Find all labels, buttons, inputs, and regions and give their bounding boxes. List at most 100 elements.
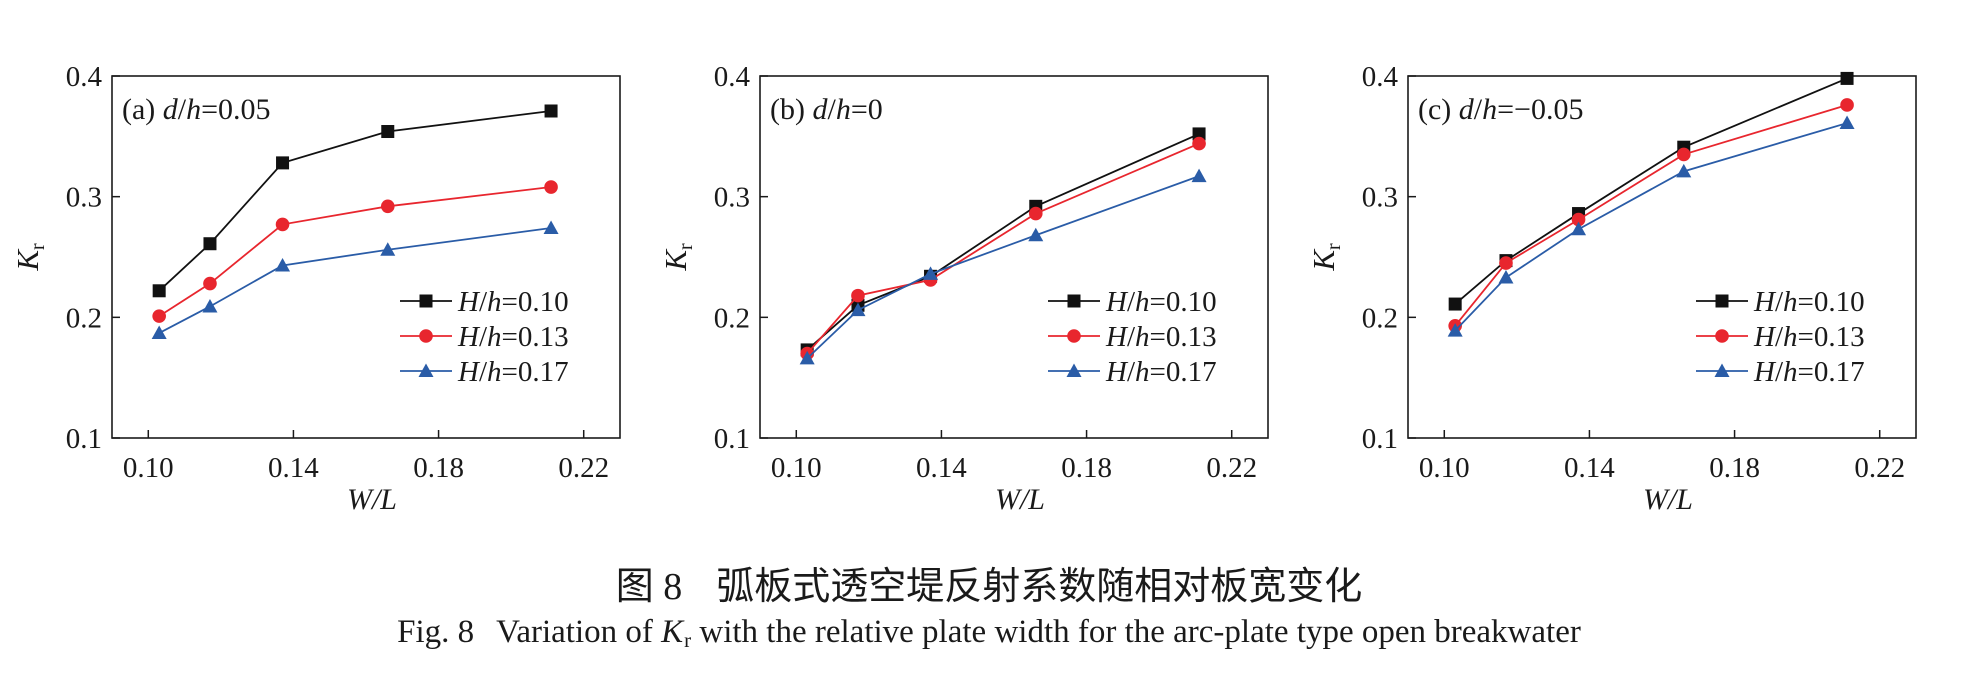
legend-marker: [1067, 329, 1081, 343]
x-tick-label: 0.10: [123, 452, 174, 484]
legend-marker: [418, 363, 434, 377]
plot-frame: [759, 75, 1269, 439]
y-axis-label: Kr: [10, 243, 49, 272]
plot-frame: [1407, 75, 1917, 439]
data-point-marker: [544, 180, 558, 194]
data-point-marker: [1498, 270, 1514, 284]
data-point-marker: [543, 220, 559, 235]
data-point-marker: [1192, 136, 1206, 151]
legend-marker: [1714, 363, 1730, 377]
data-point-marker: [923, 266, 939, 280]
data-point-marker: [203, 237, 217, 251]
caption-chinese-text: 弧板式透空堤反射系数随相对板宽变化: [716, 566, 1363, 608]
x-tick-label: 0.22: [1206, 452, 1257, 484]
caption-english: Fig. 8 Variation of Kr with the relative …: [0, 614, 1978, 653]
panel-label: (b) d/h=0: [770, 93, 883, 126]
x-tick-label: 0.14: [268, 452, 319, 484]
x-axis-label: W/L: [995, 483, 1045, 516]
x-tick-label: 0.18: [1061, 452, 1112, 484]
legend-label: H/h=0.17: [1753, 356, 1865, 388]
caption-chinese-number: 图 8: [615, 566, 683, 608]
figure: 0.1 0.2 0.3 0.4 0.10 0.14 0.18 0.22 W/L Kr (a) d/h…: [10, 61, 1917, 516]
y-tick-label: 0.3: [1362, 182, 1398, 214]
data-point-marker: [544, 104, 558, 118]
legend-marker: [1066, 363, 1082, 377]
panel-label: (c) d/h=−0.05: [1418, 93, 1583, 126]
y-tick-label: 0.3: [66, 182, 102, 214]
data-point-marker: [380, 242, 396, 256]
data-point-marker: [851, 288, 865, 303]
chart-panel-b: 0.1 0.2 0.3 0.4 0.10 0.14 0.18 0.22 W/L Kr (b) d/h…: [658, 61, 1269, 516]
legend-label: H/h=0.13: [457, 321, 569, 353]
y-tick-label: 0.2: [1362, 302, 1398, 334]
x-tick-label: 0.10: [1419, 452, 1470, 484]
caption-english-suffix: with the relative plate width for the ar…: [699, 614, 1581, 650]
data-point-marker: [381, 125, 395, 139]
y-tick-label: 0.3: [714, 182, 750, 214]
data-point-marker: [1676, 163, 1692, 178]
data-point-marker: [799, 350, 815, 365]
data-point-marker: [1840, 98, 1854, 112]
data-point-marker: [1028, 206, 1043, 221]
y-tick-label: 0.1: [1362, 423, 1398, 455]
x-tick-label: 0.10: [771, 452, 822, 484]
data-point-marker: [203, 276, 217, 291]
legend-label: H/h=0.10: [1753, 286, 1865, 318]
data-point-marker: [275, 257, 291, 272]
data-point-marker: [1676, 147, 1691, 162]
y-tick-label: 0.2: [714, 302, 750, 334]
legend-label: H/h=0.10: [1105, 286, 1217, 318]
x-tick-label: 0.18: [413, 452, 464, 484]
data-point-marker: [1447, 323, 1463, 337]
x-axis-label: W/L: [1643, 483, 1693, 516]
legend-label: H/h=0.10: [457, 286, 569, 318]
data-point-marker: [275, 217, 290, 232]
legend-marker: [1715, 294, 1729, 308]
caption-english-prefix: Variation of: [496, 614, 653, 650]
data-point-marker: [152, 309, 166, 323]
data-point-marker: [1028, 227, 1044, 242]
data-point-marker: [1571, 212, 1586, 227]
data-point-marker: [850, 302, 866, 317]
y-tick-label: 0.1: [714, 423, 750, 455]
data-point-marker: [380, 199, 395, 214]
y-tick-label: 0.4: [66, 61, 103, 93]
legend-label: H/h=0.13: [1105, 321, 1217, 353]
caption-english-subscript: r: [684, 628, 692, 652]
x-tick-label: 0.22: [558, 452, 609, 484]
x-axis-label: W/L: [347, 483, 397, 516]
panel-label: (a) d/h=0.05: [122, 93, 271, 126]
data-point-marker: [1840, 71, 1854, 85]
legend-marker: [1067, 294, 1081, 308]
y-axis-label: Kr: [658, 243, 697, 272]
caption-chinese: 图 8 弧板式透空堤反射系数随相对板宽变化: [0, 555, 1978, 610]
data-point-marker: [1839, 115, 1855, 130]
legend-marker: [1715, 329, 1729, 343]
data-point-marker: [152, 284, 166, 298]
chart-panel-c: 0.1 0.2 0.3 0.4 0.10 0.14 0.18 0.22 W/L Kr (c) d/h…: [1306, 61, 1917, 516]
y-tick-label: 0.4: [714, 61, 751, 93]
data-point-marker: [276, 156, 290, 170]
data-point-marker: [1571, 221, 1587, 236]
x-tick-label: 0.18: [1709, 452, 1760, 484]
legend-label: H/h=0.13: [1753, 321, 1865, 353]
data-point-marker: [151, 325, 167, 340]
y-axis-label: Kr: [1306, 243, 1345, 272]
x-tick-label: 0.22: [1854, 452, 1905, 484]
data-point-marker: [1191, 168, 1207, 183]
legend-label: H/h=0.17: [1105, 356, 1217, 388]
data-point-marker: [202, 298, 218, 313]
caption-english-symbol: K: [661, 614, 684, 650]
data-point-marker: [1499, 256, 1513, 270]
plot-frame: [111, 75, 621, 439]
y-tick-label: 0.1: [66, 423, 102, 455]
data-point-marker: [1448, 297, 1462, 311]
x-tick-label: 0.14: [916, 452, 967, 484]
caption-english-number: Fig. 8: [397, 614, 475, 650]
y-tick-label: 0.4: [1362, 61, 1399, 93]
series-line: [158, 110, 552, 292]
legend-label: H/h=0.17: [457, 356, 569, 388]
y-tick-label: 0.2: [66, 302, 102, 334]
data-point-marker: [1192, 127, 1206, 141]
chart-panel-a: 0.1 0.2 0.3 0.4 0.10 0.14 0.18 0.22 W/L Kr (a) d/h…: [10, 61, 621, 516]
